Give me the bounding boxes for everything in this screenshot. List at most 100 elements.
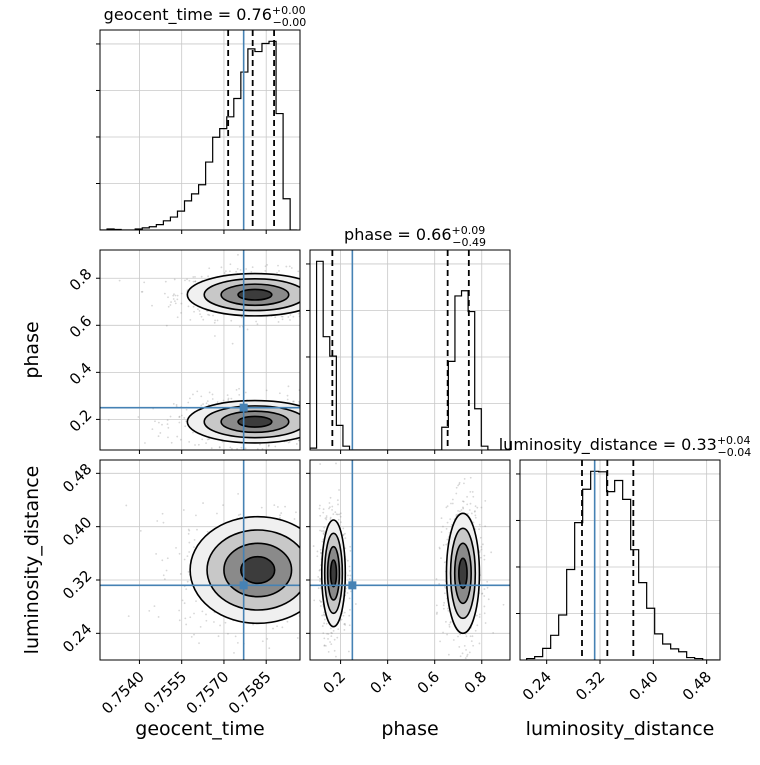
sample-point bbox=[483, 605, 486, 608]
sample-point bbox=[455, 486, 458, 489]
sample-point bbox=[322, 511, 325, 514]
sample-point bbox=[295, 511, 297, 514]
sample-point bbox=[311, 282, 313, 284]
sample-point bbox=[442, 544, 445, 546]
sample-point bbox=[348, 570, 351, 572]
sample-point bbox=[240, 446, 243, 449]
sample-point bbox=[303, 297, 305, 299]
sample-point bbox=[321, 431, 323, 433]
sample-point bbox=[213, 621, 215, 623]
sample-point bbox=[238, 325, 241, 328]
sample-point bbox=[311, 415, 313, 417]
sample-point bbox=[316, 555, 319, 558]
sample-point bbox=[308, 425, 310, 427]
sample-point bbox=[161, 512, 164, 515]
sample-point bbox=[318, 594, 320, 596]
sample-point bbox=[217, 635, 220, 638]
sample-point bbox=[321, 421, 323, 423]
sample-point bbox=[451, 502, 454, 505]
sample-point bbox=[157, 435, 160, 438]
sample-point bbox=[157, 421, 160, 424]
sample-point bbox=[183, 602, 186, 605]
sample-point bbox=[311, 613, 313, 615]
histogram-bars bbox=[526, 460, 719, 660]
sample-point bbox=[457, 484, 459, 487]
sample-point bbox=[472, 495, 475, 498]
contour-level bbox=[237, 288, 273, 301]
sample-point bbox=[312, 545, 315, 547]
sample-point bbox=[302, 289, 304, 291]
sample-point bbox=[466, 512, 469, 515]
sample-point bbox=[205, 442, 207, 445]
sample-point bbox=[307, 600, 309, 602]
sample-point bbox=[261, 640, 264, 643]
sample-point bbox=[304, 595, 306, 597]
sample-point bbox=[327, 651, 330, 653]
sample-point bbox=[305, 586, 307, 588]
sample-point bbox=[318, 569, 321, 572]
sample-point bbox=[188, 279, 191, 282]
sample-point bbox=[324, 431, 326, 433]
sample-point bbox=[227, 397, 230, 400]
sample-point bbox=[483, 612, 486, 615]
sample-point bbox=[330, 635, 333, 638]
sample-point bbox=[326, 632, 328, 635]
histogram-bar bbox=[462, 291, 469, 450]
sample-point bbox=[464, 657, 467, 660]
contour-level bbox=[240, 555, 276, 585]
sample-point bbox=[323, 644, 326, 647]
sample-point bbox=[438, 546, 441, 549]
sample-point bbox=[348, 624, 351, 627]
sample-point bbox=[445, 506, 448, 509]
sample-point bbox=[333, 638, 336, 641]
sample-point bbox=[278, 270, 280, 272]
sample-point bbox=[446, 521, 449, 524]
sample-point bbox=[185, 623, 188, 626]
sample-point bbox=[287, 441, 290, 444]
sample-point bbox=[311, 276, 313, 278]
sample-point bbox=[189, 616, 192, 619]
scatter-panel-geocent-time-luminosity-distance bbox=[96, 459, 320, 664]
sample-point bbox=[324, 517, 327, 520]
sample-point bbox=[478, 616, 481, 618]
sample-point bbox=[188, 541, 191, 544]
sample-point bbox=[281, 315, 284, 318]
sample-point bbox=[315, 611, 317, 613]
sample-point bbox=[244, 391, 247, 394]
sample-point bbox=[331, 632, 333, 635]
sample-point bbox=[188, 529, 191, 532]
sample-point bbox=[293, 518, 296, 520]
sample-point bbox=[287, 385, 290, 388]
sample-point bbox=[178, 421, 181, 424]
sample-point bbox=[486, 586, 489, 589]
histogram-bar bbox=[255, 52, 262, 230]
sample-point bbox=[483, 588, 486, 590]
sample-point bbox=[348, 286, 350, 288]
sample-point bbox=[445, 620, 447, 623]
sample-point bbox=[447, 609, 450, 612]
sample-point bbox=[222, 399, 225, 402]
sample-point bbox=[341, 325, 343, 327]
sample-point bbox=[297, 312, 300, 315]
sample-point bbox=[297, 451, 299, 453]
sample-point bbox=[144, 442, 146, 444]
sample-point bbox=[320, 294, 322, 296]
sample-point bbox=[473, 510, 476, 513]
sample-point bbox=[183, 558, 186, 561]
sample-point bbox=[161, 559, 164, 562]
sample-point bbox=[180, 311, 182, 314]
sample-point bbox=[480, 546, 483, 548]
sample-point bbox=[325, 622, 328, 625]
histogram-bar bbox=[631, 550, 639, 660]
sample-point bbox=[304, 297, 306, 299]
sample-point bbox=[486, 580, 489, 583]
sample-point bbox=[196, 390, 199, 393]
sample-point bbox=[329, 518, 332, 520]
sample-point bbox=[329, 496, 332, 499]
x-tick-label: 0.7585 bbox=[225, 668, 275, 718]
sample-point bbox=[167, 426, 170, 429]
sample-point bbox=[176, 316, 179, 319]
sample-point bbox=[458, 483, 461, 486]
sample-point bbox=[331, 438, 333, 440]
sample-point bbox=[452, 639, 455, 641]
